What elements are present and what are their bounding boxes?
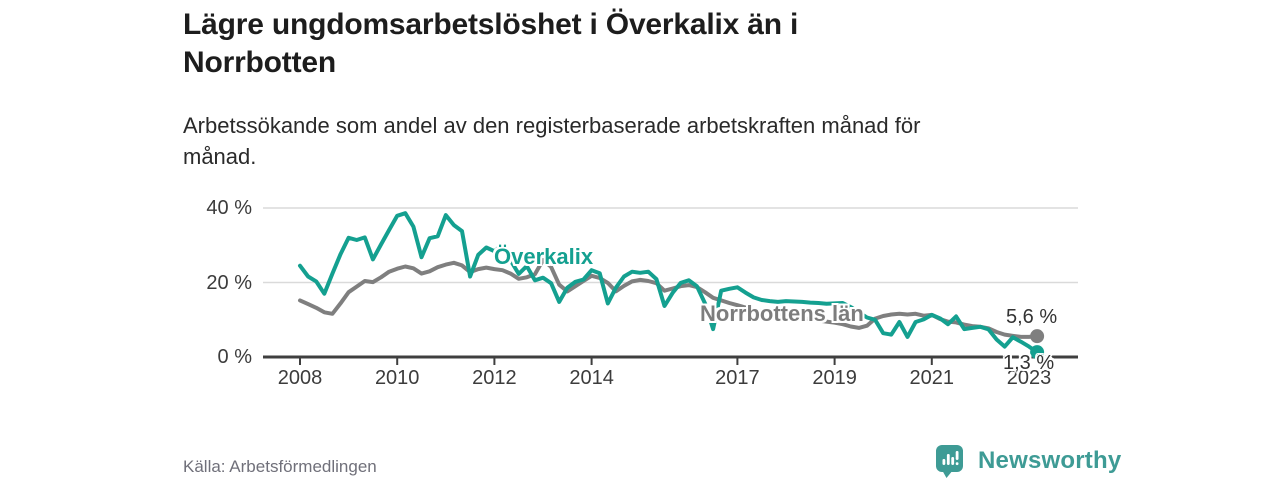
newsworthy-logo: Newsworthy <box>934 443 1121 479</box>
y-tick-label: 0 % <box>217 346 252 368</box>
end-value-overkalix: 1,3 % <box>1003 352 1055 374</box>
x-tick-label: 2021 <box>909 367 955 389</box>
y-tick-label: 40 % <box>206 197 252 219</box>
source-note: Källa: Arbetsförmedlingen <box>183 457 377 476</box>
newsworthy-wordmark: Newsworthy <box>978 447 1122 474</box>
x-tick-label: 2012 <box>472 367 517 389</box>
x-tick-label: 2023 <box>1006 367 1052 389</box>
series-label-overkalix: Överkalix <box>494 244 594 269</box>
y-tick-label: 20 % <box>206 271 252 294</box>
newsworthy-icon <box>936 445 963 478</box>
x-tick-label: 2010 <box>374 367 420 389</box>
end-value-norrbotten: 5,6 % <box>1006 306 1058 328</box>
x-tick-label: 2019 <box>812 367 857 389</box>
x-tick-label: 2008 <box>277 367 323 389</box>
x-tick-label: 2017 <box>715 367 760 389</box>
page-subtitle: Arbetssökande som andel av den registerb… <box>183 113 921 169</box>
series-label-norrbotten: Norrbottens län <box>700 301 864 326</box>
x-tick-label: 2014 <box>569 367 614 389</box>
page-title: Lägre ungdomsarbetslöshet i Överkalix än… <box>183 8 799 79</box>
